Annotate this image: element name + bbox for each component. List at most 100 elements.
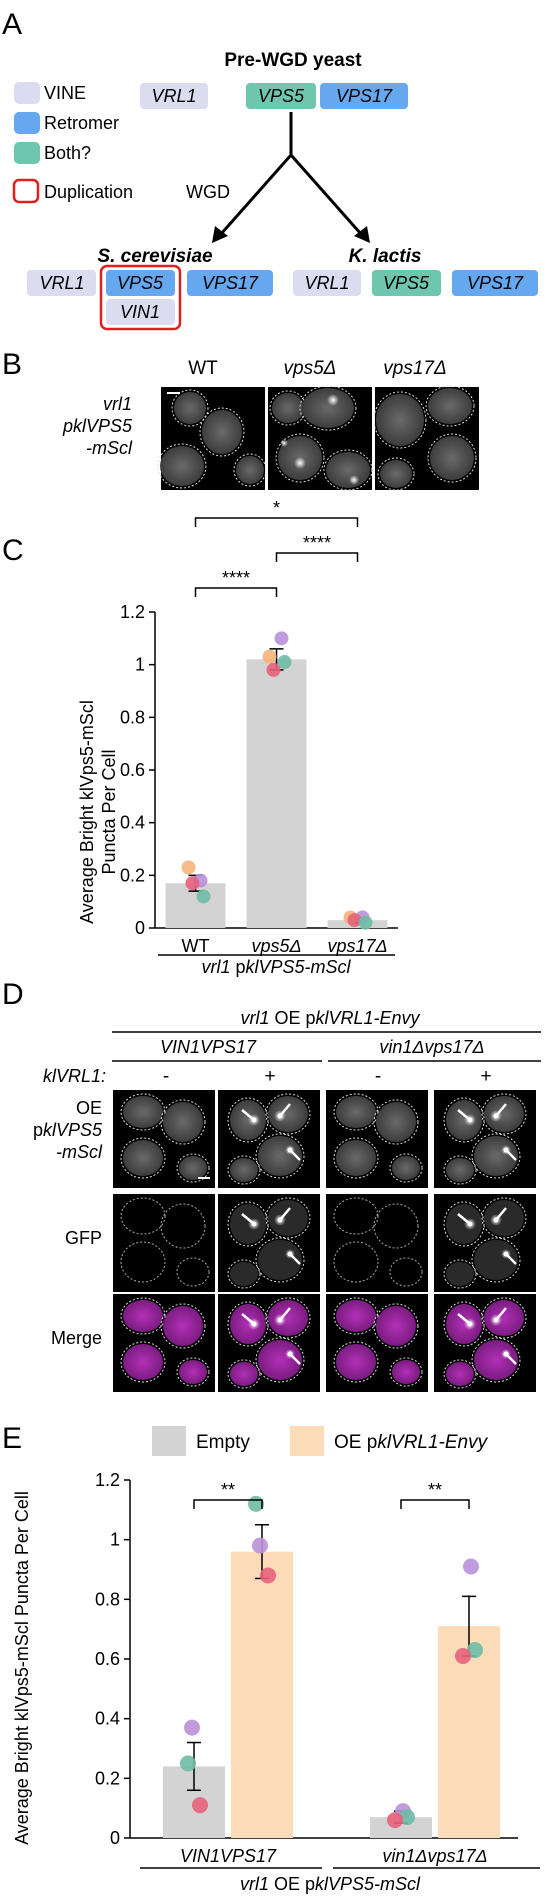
- c-y-tick-label: 0.2: [120, 865, 145, 885]
- arrowhead-tip: [251, 1117, 257, 1123]
- gene-klac-vps17: VPS17: [467, 273, 524, 293]
- wgd-label: WGD: [186, 182, 230, 202]
- arrowhead-icon: [279, 1207, 291, 1221]
- b-col-vps17: vps17Δ: [383, 358, 446, 379]
- gene-klac-vrl1: VRL1: [304, 273, 349, 293]
- e-replicate-point: [467, 1642, 483, 1659]
- arrowhead-icon: [241, 1213, 255, 1225]
- c-replicate-point: [262, 649, 277, 664]
- micrograph-grid-d: [113, 1090, 536, 1392]
- e-legend-swatch-empty: [152, 1426, 186, 1456]
- cell-outline: [160, 1303, 206, 1349]
- cell: [123, 1300, 163, 1332]
- arrowhead-tip: [467, 1321, 473, 1327]
- c-x-tick-label: WT: [182, 936, 210, 956]
- e-replicate-point: [252, 1537, 268, 1554]
- c-replicate-point: [347, 913, 362, 928]
- cell: [336, 1140, 376, 1176]
- pre-wgd-title: Pre-WGD yeast: [224, 50, 362, 71]
- cell-outline: [333, 1241, 379, 1283]
- e-replicate-point: [399, 1809, 415, 1826]
- cell-outline: [227, 1155, 261, 1185]
- cell-outline: [425, 385, 475, 427]
- e-y-tick-label: 1: [110, 1530, 120, 1550]
- arrowhead-icon: [457, 1109, 471, 1121]
- e-significance-bracket: [400, 1499, 470, 1509]
- gene-klac-vps5: VPS5: [383, 273, 430, 293]
- panel-letter-b: B: [2, 348, 22, 381]
- cell: [230, 1362, 258, 1386]
- puncta: [349, 475, 359, 485]
- duplication-box: [99, 264, 182, 331]
- c-y-tick-label: 0: [135, 918, 145, 938]
- gene-box-scer-vrl1: [27, 270, 96, 296]
- e-replicate-point: [387, 1812, 403, 1829]
- cell-outline: [389, 1257, 423, 1287]
- cell: [326, 452, 370, 488]
- legend-label-duplication: Duplication: [44, 182, 133, 202]
- cell-outline: [481, 1297, 527, 1339]
- arrowhead-tip: [251, 1321, 257, 1327]
- arrow-head-right: [354, 226, 370, 243]
- cell-outline: [265, 1297, 311, 1339]
- cell-outline: [171, 389, 209, 427]
- e-y-tick-label: 0: [110, 1828, 120, 1848]
- cell-outline: [160, 1203, 206, 1249]
- c-y-tick-label: 0.6: [120, 760, 145, 780]
- puncta: [294, 457, 306, 469]
- legend-swatch-retromer: [14, 112, 40, 134]
- cell-outline: [160, 1099, 206, 1145]
- cell-outline: [373, 1303, 419, 1349]
- cell-outline: [233, 453, 267, 487]
- d-sign-3: -: [375, 1066, 381, 1087]
- c-significance-bracket: [275, 552, 359, 562]
- e-replicate-point: [260, 1567, 276, 1584]
- cell: [446, 1158, 474, 1182]
- e-x-tick-label: vin1Δvps17Δ: [382, 1846, 487, 1866]
- arrowhead-icon: [241, 1313, 255, 1325]
- cell: [302, 388, 354, 428]
- e-legend-empty: Empty: [196, 1432, 250, 1453]
- c-y-tick-label: 0.8: [120, 707, 145, 727]
- cell: [336, 1096, 376, 1128]
- b-col-wt: WT: [188, 358, 218, 379]
- c-significance-label: ****: [222, 568, 250, 588]
- cell-outline: [120, 1197, 166, 1235]
- e-bar: [231, 1551, 293, 1838]
- cell: [268, 1300, 308, 1336]
- cell-outline: [120, 1093, 166, 1131]
- legend-label-both: Both?: [44, 143, 91, 163]
- panel-d: D vrl1 OE pklVRL1-Envy VIN1VPS17 vin1Δvp…: [2, 978, 541, 1392]
- c-y-tick-label: 1.2: [120, 602, 145, 622]
- c-significance-bracket: [194, 587, 278, 597]
- panel-letter-a: A: [2, 8, 22, 41]
- panel-e: E Empty OE pklVRL1-Envy Average Bright k…: [2, 1422, 540, 1894]
- cell-outline: [333, 1341, 379, 1383]
- gene-box-scer-vps5: [106, 270, 175, 296]
- cell-outline: [373, 1099, 419, 1145]
- gene-box-klac-vps17: [452, 270, 538, 296]
- d-group-2: vin1Δvps17Δ: [379, 1037, 484, 1057]
- cell: [174, 392, 206, 424]
- cell-outline: [299, 385, 357, 431]
- e-xlabel: vrl1 OE pklVPS5-mScl: [240, 1874, 421, 1894]
- panel-letter-c: C: [2, 534, 24, 567]
- d-sign-4: +: [480, 1066, 491, 1087]
- cell-outline: [333, 1093, 379, 1131]
- cell: [430, 436, 474, 480]
- arrowhead-icon: [279, 1307, 291, 1321]
- c-x-tick-label: vps17Δ: [327, 936, 387, 956]
- e-legend-swatch-oe: [290, 1426, 324, 1456]
- cell-outline: [120, 1341, 166, 1383]
- cell: [446, 1262, 474, 1286]
- cell-outline: [120, 1241, 166, 1283]
- c-y-tick-label: 1: [135, 655, 145, 675]
- arrowhead-tip: [287, 1147, 293, 1153]
- arrowhead-tip: [493, 1217, 499, 1223]
- cell-outline: [443, 1201, 485, 1247]
- cell: [123, 1344, 163, 1380]
- d-row-2-label: GFP: [65, 1228, 102, 1248]
- cell: [380, 460, 412, 488]
- d-sign-2: +: [264, 1066, 275, 1087]
